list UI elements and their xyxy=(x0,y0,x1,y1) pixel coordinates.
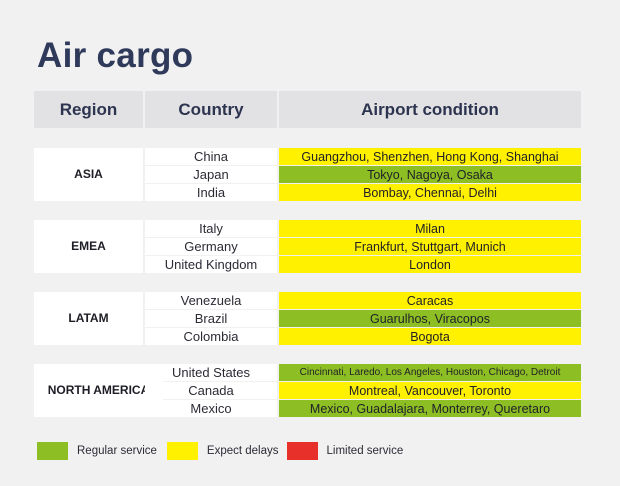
country-cell: Italy xyxy=(145,220,277,237)
legend-item-limited: Limited service xyxy=(286,442,404,460)
table-row: Mexico Mexico, Guadalajara, Monterrey, Qu… xyxy=(145,400,581,417)
table-row: India Bombay, Chennai, Delhi xyxy=(145,184,581,201)
legend-swatch-limited xyxy=(286,442,318,460)
airport-condition-cell: Milan xyxy=(279,220,581,237)
country-cell: Venezuela xyxy=(145,292,277,309)
airport-condition-cell: Frankfurt, Stuttgart, Munich xyxy=(279,238,581,255)
airport-condition-cell: Mexico, Guadalajara, Monterrey, Queretar… xyxy=(279,400,581,417)
country-cell: Mexico xyxy=(145,400,277,417)
header-country: Country xyxy=(145,91,277,128)
airport-condition-cell: Montreal, Vancouver, Toronto xyxy=(279,382,581,399)
table-row: United Kingdom London xyxy=(145,256,581,273)
table-row: China Guangzhou, Shenzhen, Hong Kong, Sha… xyxy=(145,148,581,165)
table-row: Japan Tokyo, Nagoya, Osaka xyxy=(145,166,581,183)
header-region: Region xyxy=(34,91,143,128)
region-label: EMEA xyxy=(34,220,143,273)
table-row: Colombia Bogota xyxy=(145,328,581,345)
legend-item-delays: Expect delays xyxy=(166,442,279,460)
header-airport-condition: Airport condition xyxy=(279,91,581,128)
country-cell: United States xyxy=(145,364,277,381)
table-row: Canada Montreal, Vancouver, Toronto xyxy=(145,382,581,399)
legend-label-delays: Expect delays xyxy=(206,445,279,457)
legend: Regular service Expect delays Limited se… xyxy=(37,441,403,461)
airport-condition-cell: London xyxy=(279,256,581,273)
legend-label-limited: Limited service xyxy=(326,445,404,457)
region-group: NORTH AMERICA United States Cincinnati, La… xyxy=(34,364,581,417)
region-label: NORTH AMERICA xyxy=(34,364,163,417)
airport-condition-cell: Tokyo, Nagoya, Osaka xyxy=(279,166,581,183)
table-row: Brazil Guarulhos, Viracopos xyxy=(145,310,581,327)
country-cell: China xyxy=(145,148,277,165)
country-cell: United Kingdom xyxy=(145,256,277,273)
airport-condition-cell: Guangzhou, Shenzhen, Hong Kong, Shanghai xyxy=(279,148,581,165)
region-group: EMEA Italy Milan Germany Frankfurt, Stuttgar… xyxy=(34,220,581,273)
country-cell: India xyxy=(145,184,277,201)
table-row: Venezuela Caracas xyxy=(145,292,581,309)
legend-item-regular: Regular service xyxy=(37,442,157,460)
airport-condition-cell: Guarulhos, Viracopos xyxy=(279,310,581,327)
legend-swatch-delays xyxy=(166,442,198,460)
country-cell: Brazil xyxy=(145,310,277,327)
airport-condition-cell: Bombay, Chennai, Delhi xyxy=(279,184,581,201)
country-cell: Colombia xyxy=(145,328,277,345)
legend-label-regular: Regular service xyxy=(77,445,157,457)
region-label: LATAM xyxy=(34,292,143,345)
region-label: ASIA xyxy=(34,148,143,201)
table-row: United States Cincinnati, Laredo, Los Ang… xyxy=(145,364,581,381)
country-cell: Canada xyxy=(145,382,277,399)
airport-condition-cell: Caracas xyxy=(279,292,581,309)
airport-condition-cell: Bogota xyxy=(279,328,581,345)
airport-condition-cell: Cincinnati, Laredo, Los Angeles, Houston… xyxy=(279,364,581,381)
table-row: Germany Frankfurt, Stuttgart, Munich xyxy=(145,238,581,255)
table-row: Italy Milan xyxy=(145,220,581,237)
country-cell: Japan xyxy=(145,166,277,183)
region-group: LATAM Venezuela Caracas Brazil Guarulhos, Vi… xyxy=(34,292,581,345)
legend-swatch-regular xyxy=(37,442,68,460)
page-title: Air cargo xyxy=(37,36,194,75)
country-cell: Germany xyxy=(145,238,277,255)
region-group: ASIA China Guangzhou, Shenzhen, Hong Kong,… xyxy=(34,148,581,201)
